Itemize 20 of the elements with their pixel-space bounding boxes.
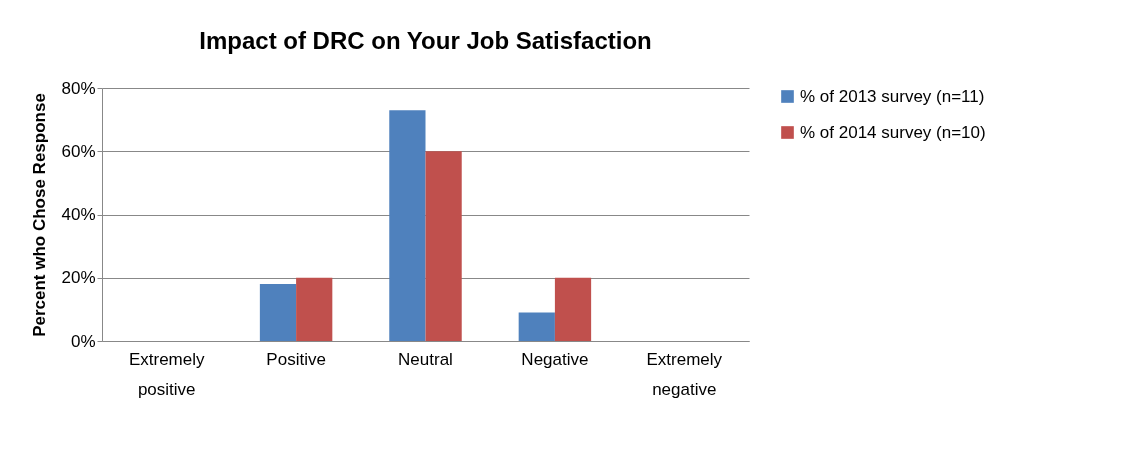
y-axis-title: Percent who Chose Response xyxy=(30,93,50,337)
y-tick-label: 60% xyxy=(61,141,96,161)
x-tick-label: Extremely negative xyxy=(646,349,723,399)
y-tick-label: 40% xyxy=(61,205,96,224)
bar xyxy=(259,284,297,341)
legend-label: % of 2014 survey (n=10) xyxy=(800,122,986,142)
bar xyxy=(389,110,426,341)
x-tick-label: Positive xyxy=(266,349,326,369)
bar xyxy=(425,151,462,341)
legend-label: % of 2013 survey (n=11) xyxy=(800,86,985,106)
y-tick-label: 80% xyxy=(61,78,96,98)
y-tick-label: 20% xyxy=(61,268,96,288)
y-tick-label: 0% xyxy=(70,331,96,351)
bar xyxy=(554,277,592,341)
bar xyxy=(518,312,555,341)
x-tick-label: Negative xyxy=(521,349,589,369)
x-tick-label: Extremely positive xyxy=(128,349,205,399)
bar xyxy=(296,277,333,341)
x-tick-label: Neutral xyxy=(398,349,453,369)
chart-title: Impact of DRC on Your Job Satisfaction xyxy=(199,27,652,54)
